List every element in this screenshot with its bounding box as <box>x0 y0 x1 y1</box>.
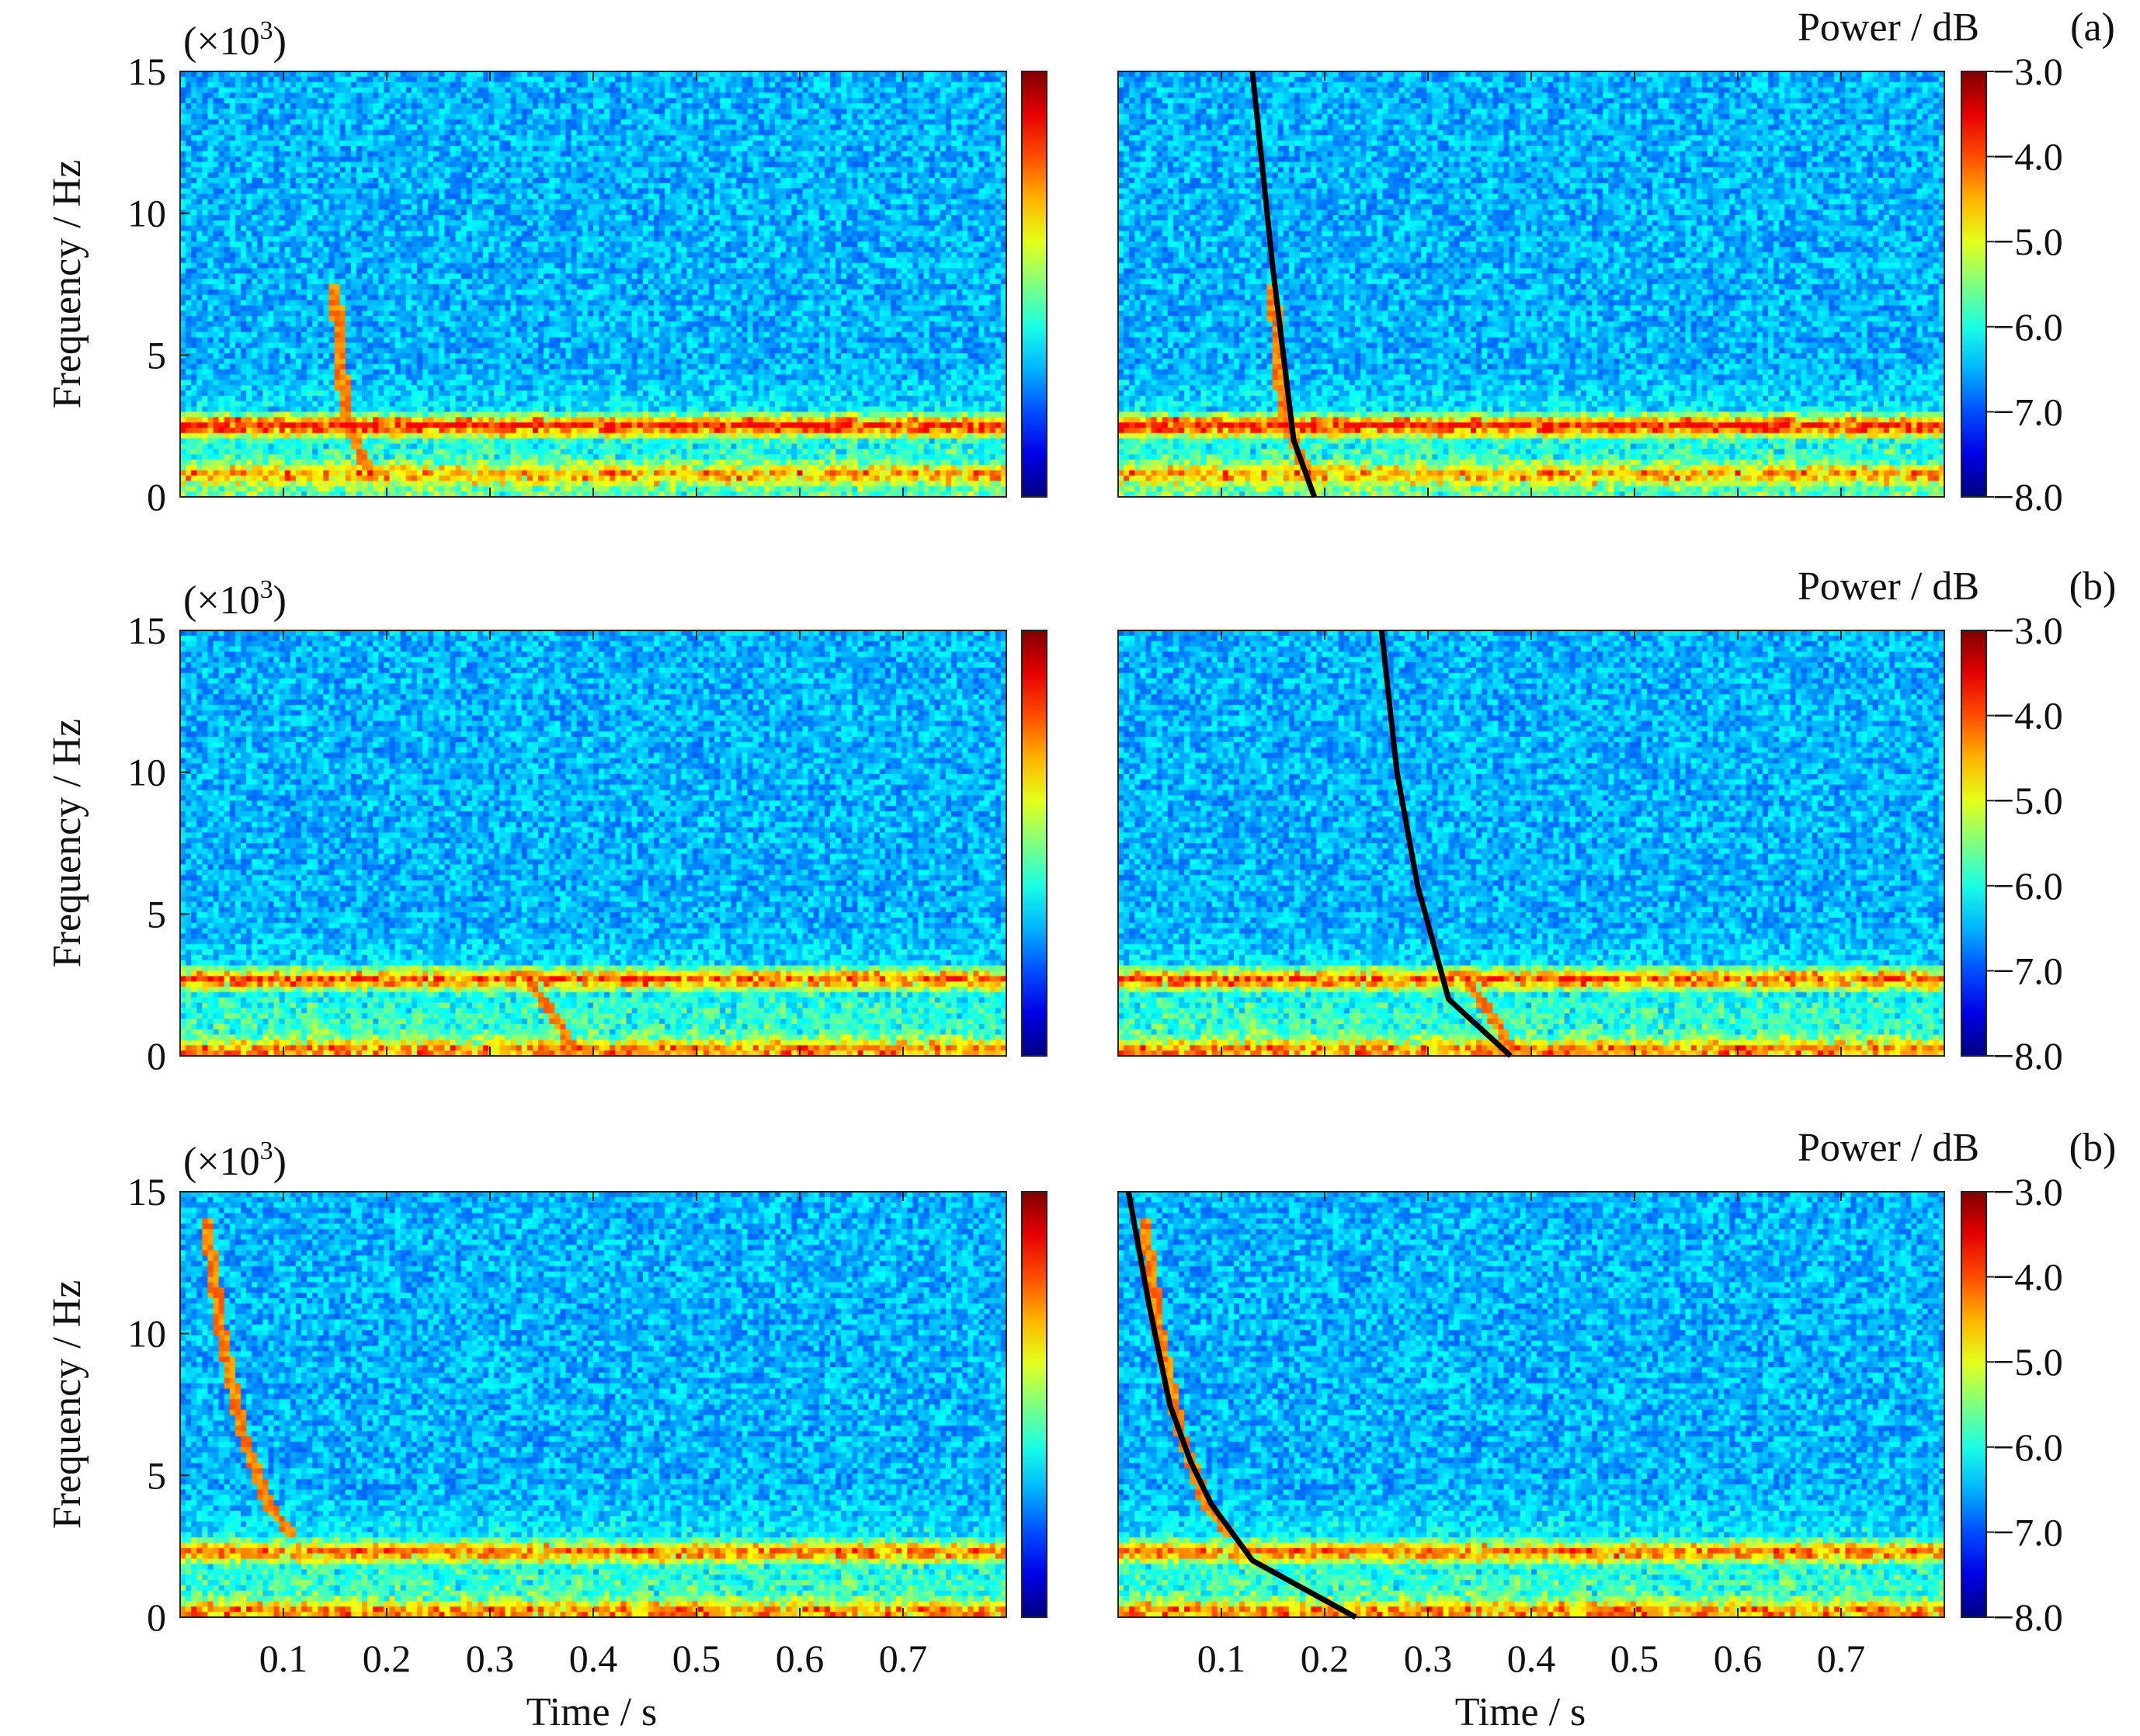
y-tick-label: 10 <box>127 192 166 235</box>
colorbar-fitted <box>1961 630 1987 1057</box>
y-multiplier-close: ) <box>273 1140 287 1184</box>
colorbar-tick-label: −6.0 <box>1992 1425 2063 1469</box>
x-tick-label: 0.2 <box>363 1637 412 1680</box>
colorbar-fitted <box>1961 1191 1987 1618</box>
x-tick-label: 0.3 <box>1404 1637 1453 1680</box>
fitted-curve-line <box>1378 630 1513 1058</box>
x-tick-label: 0.4 <box>1507 1637 1556 1680</box>
panel-row-1: −3.0 −4.0 −5.0 −6.0 −7.0 −8.0 Power / dB (b) 0 5 1… <box>45 564 2116 1078</box>
colorbar-tick-label: −4.0 <box>1992 694 2063 738</box>
colorbar-tick-label: −3.0 <box>1992 1170 2063 1213</box>
x-tick-label: 0.7 <box>879 1637 928 1680</box>
colorbar-title: Power / dB <box>1798 564 1979 609</box>
colorbar-raw <box>1021 71 1047 498</box>
y-tick-label: 15 <box>127 609 166 652</box>
y-tick-label: 10 <box>127 751 166 794</box>
colorbar-tick-label: −7.0 <box>1992 1510 2063 1554</box>
panel-label: (b) <box>2069 564 2117 609</box>
y-multiplier-close: ) <box>273 578 287 623</box>
y-tick-label: 5 <box>147 892 166 936</box>
x-tick-label: 0.1 <box>1197 1637 1246 1680</box>
x-tick-label: 0.7 <box>1817 1637 1866 1680</box>
fitted-curve-line <box>1125 1191 1357 1620</box>
colorbar-tick-label: −5.0 <box>1992 1340 2063 1384</box>
colorbar-tick-label: −7.0 <box>1992 390 2063 433</box>
y-multiplier-base: (×10 <box>183 578 260 623</box>
y-tick-label: 0 <box>147 475 166 519</box>
colorbar-tick-label: −6.0 <box>1992 864 2063 908</box>
x-tick-label: 0.1 <box>259 1637 308 1680</box>
y-multiplier-exp: 3 <box>260 575 273 604</box>
colorbar-tick-label: −6.0 <box>1992 305 2063 349</box>
colorbar-tick-label: −3.0 <box>1992 609 2063 652</box>
y-multiplier: (×103) <box>183 16 287 64</box>
colorbar-tick-label: −4.0 <box>1992 1255 2063 1299</box>
y-multiplier-close: ) <box>273 19 287 64</box>
y-tick-label: 5 <box>147 1453 166 1497</box>
colorbar-tick-label: −5.0 <box>1992 220 2063 263</box>
y-multiplier-base: (×10 <box>183 1140 260 1184</box>
panel-label: (a) <box>2070 5 2115 50</box>
spectrogram-fitted <box>1118 71 1944 497</box>
y-axis-label: Frequency / Hz <box>45 1280 89 1529</box>
spectrogram-raw <box>180 630 1006 1056</box>
y-tick-label: 15 <box>127 1170 166 1213</box>
x-tick-label: 0.2 <box>1301 1637 1350 1680</box>
y-multiplier: (×103) <box>183 1137 287 1184</box>
colorbar-tick-label: −5.0 <box>1992 779 2063 822</box>
panel-label: (b) <box>2069 1126 2117 1170</box>
colorbar-fitted <box>1961 71 1987 498</box>
colorbar-tick-label: −4.0 <box>1992 135 2063 179</box>
fitted-curve-line <box>1249 71 1317 498</box>
y-tick-label: 10 <box>127 1312 166 1356</box>
spectrogram-fitted <box>1118 630 1944 1056</box>
x-tick-label: 0.5 <box>1610 1637 1659 1680</box>
panel-row-2: 0.1 0.2 0.3 0.4 0.5 0.6 0.7 0.1 0.2 0.3 0.4 0.5 0.6 0… <box>45 1126 2116 1680</box>
x-axis-label-left: Time / s <box>526 1690 658 1734</box>
x-tick-label: 0.3 <box>466 1637 515 1680</box>
y-axis-label: Frequency / Hz <box>45 719 89 968</box>
y-multiplier: (×103) <box>183 575 287 623</box>
colorbar-tick-label: −8.0 <box>1992 475 2063 519</box>
spectrogram-raw <box>180 71 1006 497</box>
x-tick-label: 0.5 <box>672 1637 721 1680</box>
x-axis-label-right: Time / s <box>1455 1690 1586 1734</box>
colorbar-tick-label: −8.0 <box>1992 1034 2063 1078</box>
y-tick-label: 5 <box>147 333 166 377</box>
x-tick-label: 0.4 <box>569 1637 618 1680</box>
x-tick-label: 0.6 <box>1714 1637 1763 1680</box>
y-axis-label: Frequency / Hz <box>45 160 89 409</box>
y-tick-label: 0 <box>147 1595 166 1639</box>
colorbar-tick-label: −7.0 <box>1992 949 2063 992</box>
colorbar-tick-label: −3.0 <box>1992 50 2063 93</box>
panel-row-0: −3.0 −4.0 −5.0 −6.0 −7.0 −8.0 Power / dB (a) 0 5 1… <box>45 5 2115 519</box>
colorbar-title: Power / dB <box>1798 5 1979 50</box>
y-tick-label: 0 <box>147 1034 166 1078</box>
spectrogram-fitted <box>1118 1192 1944 1617</box>
y-multiplier-exp: 3 <box>260 16 273 45</box>
y-tick-label: 15 <box>127 50 166 93</box>
x-tick-label: 0.6 <box>776 1637 825 1680</box>
y-multiplier-exp: 3 <box>260 1137 273 1165</box>
y-multiplier-base: (×10 <box>183 19 260 64</box>
colorbar-raw <box>1021 630 1047 1057</box>
colorbar-title: Power / dB <box>1798 1126 1979 1170</box>
spectrogram-raw <box>180 1192 1006 1617</box>
colorbar-tick-label: −8.0 <box>1992 1595 2063 1639</box>
colorbar-raw <box>1021 1191 1047 1618</box>
